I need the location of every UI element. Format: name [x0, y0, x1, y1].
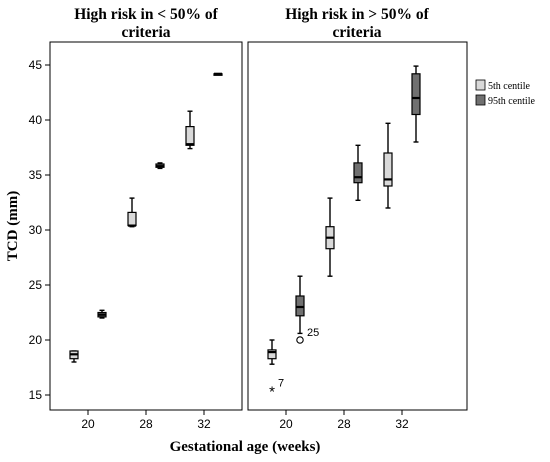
y-tick-label: 40 — [29, 113, 43, 127]
box-rect — [383, 152, 393, 187]
box-p95-28 — [353, 144, 363, 202]
box-rect — [267, 349, 277, 360]
legend-label: 5th centile — [488, 81, 530, 92]
y-tick-label: 30 — [29, 223, 43, 237]
x-axis: 20 28 32 20 28 32 — [81, 410, 409, 431]
panel-left-title-line2: criteria — [121, 24, 170, 41]
box-p5-32 — [383, 122, 393, 209]
box-rect — [353, 162, 363, 184]
x-tick-label: 20 — [279, 417, 293, 431]
box-rect — [411, 73, 421, 116]
panel-left-title-line1: High risk in < 50% of — [74, 6, 218, 23]
box-p5-20 — [69, 350, 79, 363]
panel-right-title-line2: criteria — [332, 24, 381, 41]
panel-left-frame — [49, 41, 243, 411]
outlier-star: * — [269, 384, 275, 401]
box-group — [69, 65, 421, 365]
legend-label: 95th centile — [488, 96, 535, 107]
y-tick-label: 35 — [29, 168, 43, 182]
y-tick-label: 25 — [29, 278, 43, 292]
box-rect — [127, 211, 137, 227]
legend-swatch — [475, 79, 486, 91]
panel-right-frame — [247, 41, 468, 411]
box-p95-20 — [97, 309, 107, 319]
box-p95-32 — [213, 72, 223, 76]
x-tick-label: 20 — [81, 417, 95, 431]
outlier-circle — [296, 336, 304, 344]
box-p95-20 — [295, 275, 305, 335]
y-axis: 15 20 25 30 35 40 45 — [29, 58, 50, 402]
y-axis-label: TCD (mm) — [5, 191, 21, 261]
x-tick-label: 28 — [337, 417, 351, 431]
y-tick-label: 45 — [29, 58, 43, 72]
outlier-group: 25 * 7 — [269, 327, 319, 401]
x-tick-label: 28 — [139, 417, 153, 431]
box-p5-28 — [325, 197, 335, 277]
y-tick-label: 15 — [29, 388, 43, 402]
box-p5-28 — [127, 197, 137, 228]
legend-swatch — [475, 94, 486, 106]
x-axis-label: Gestational age (weeks) — [170, 439, 321, 455]
outlier-label: 7 — [278, 378, 284, 390]
x-tick-label: 32 — [395, 417, 409, 431]
panel-right-title-line1: High risk in > 50% of — [285, 6, 429, 23]
box-rect — [185, 125, 195, 146]
y-tick-label: 20 — [29, 333, 43, 347]
x-tick-label: 32 — [197, 417, 211, 431]
legend: 5th centile 95th centile — [475, 79, 535, 107]
box-p5-20 — [267, 339, 277, 365]
box-p95-28 — [155, 162, 165, 170]
outlier-label: 25 — [307, 327, 319, 339]
box-p95-32 — [411, 65, 421, 143]
box-p5-32 — [185, 110, 195, 150]
